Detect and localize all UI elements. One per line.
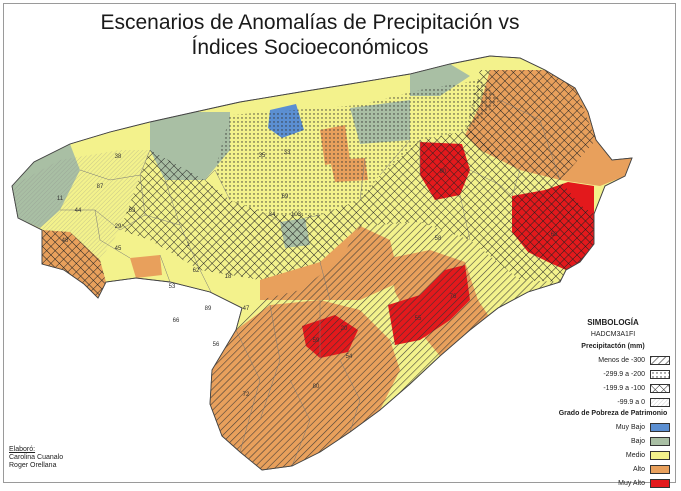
municipality-label: 53: [169, 284, 176, 290]
municipality-label: 54: [346, 354, 353, 360]
color-swatch: [650, 422, 670, 432]
credits-label: Elaboró:: [9, 446, 36, 453]
municipality-label: 45: [115, 246, 122, 252]
legend-model: HADCM3A1FI: [590, 331, 636, 338]
legend-item-precip-2: -299.9 a -200: [553, 368, 673, 380]
municipality-label: 58: [435, 236, 442, 242]
municipality-label: 38: [115, 154, 122, 160]
legend-label: Medio: [625, 451, 645, 459]
legend-label: -299.9 a -200: [603, 370, 645, 378]
color-swatch: [650, 464, 670, 474]
legend-item-precip-3: -199.9 a -100: [553, 382, 673, 394]
municipality-label: 103: [291, 212, 302, 218]
municipality-label: 35: [259, 153, 266, 159]
cross-hatch-swatch: [650, 383, 670, 393]
legend-label: Menos de -300: [598, 356, 645, 364]
municipality-label: 56: [213, 342, 220, 348]
legend-item-poverty-4: Alto: [553, 463, 673, 475]
municipality-label: 68: [551, 232, 558, 238]
municipality-label: 59: [313, 338, 320, 344]
municipality-label: 89: [205, 306, 212, 312]
municipality-label: 55: [415, 316, 422, 322]
map-title: Escenarios de Anomalías de Precipitación…: [90, 10, 530, 60]
legend-precip-title: Precipitactón (mm): [581, 343, 645, 350]
legend-item-poverty-1: Muy Bajo: [553, 421, 673, 433]
legend-item-precip-4: -99.9 a 0: [553, 396, 673, 408]
municipality-label: 33: [284, 150, 291, 156]
credits: Elaboró: Carolina Cuanalo Roger Orellana: [9, 446, 63, 470]
municipality-label: 72: [243, 392, 250, 398]
legend-item-poverty-3: Medio: [553, 449, 673, 461]
municipality-label: 63: [129, 208, 136, 214]
municipality-label: 18: [225, 274, 232, 280]
legend-label: -199.9 a -100: [603, 384, 645, 392]
municipality-label: 62: [193, 268, 200, 274]
diagonal-lines-swatch: [650, 355, 670, 365]
legend-item-poverty-2: Bajo: [553, 435, 673, 447]
map-frame: [3, 3, 676, 483]
municipality-label: 66: [173, 318, 180, 324]
municipality-label: 20: [341, 326, 348, 332]
municipality-label: 29: [115, 224, 122, 230]
color-swatch: [650, 436, 670, 446]
fine-lines-swatch: [650, 397, 670, 407]
municipality-label: 44: [75, 208, 82, 214]
legend-item-poverty-5: Muy Alto: [553, 477, 673, 489]
legend-label: Alto: [632, 465, 645, 473]
credits-name-1: Carolina Cuanalo: [9, 454, 64, 461]
color-swatch: [650, 478, 670, 488]
legend-label: Bajo: [630, 437, 645, 445]
legend-item-precip-1: Menos de -300: [553, 354, 673, 366]
municipality-label: 1: [186, 242, 190, 248]
legend: SIMBOLOGÍA HADCM3A1FI Precipitactón (mm)…: [553, 318, 673, 491]
municipality-label: 76: [450, 294, 457, 300]
credits-name-2: Roger Orellana: [9, 462, 57, 469]
legend-label: Muy Alto: [618, 479, 645, 487]
municipality-label: 47: [243, 306, 250, 312]
municipality-label: 34: [269, 212, 276, 218]
municipality-label: 69: [282, 194, 289, 200]
municipality-label: 87: [97, 184, 104, 190]
map-title-line-2: Índices Socioeconómicos: [191, 36, 429, 59]
municipality-label: 90: [440, 169, 447, 175]
municipality-label: 80: [313, 384, 320, 390]
map-title-line-1: Escenarios de Anomalías de Precipitación…: [100, 11, 520, 34]
legend-label: -99.9 a 0: [617, 398, 645, 406]
legend-poverty-title: Grado de Pobreza de Patrimonio: [558, 410, 668, 417]
color-swatch: [650, 450, 670, 460]
legend-label: Muy Bajo: [615, 423, 645, 431]
municipality-label: 48: [62, 238, 69, 244]
dots-swatch: [650, 369, 670, 379]
municipality-label: 11: [57, 196, 64, 202]
legend-header: SIMBOLOGÍA: [587, 318, 639, 327]
